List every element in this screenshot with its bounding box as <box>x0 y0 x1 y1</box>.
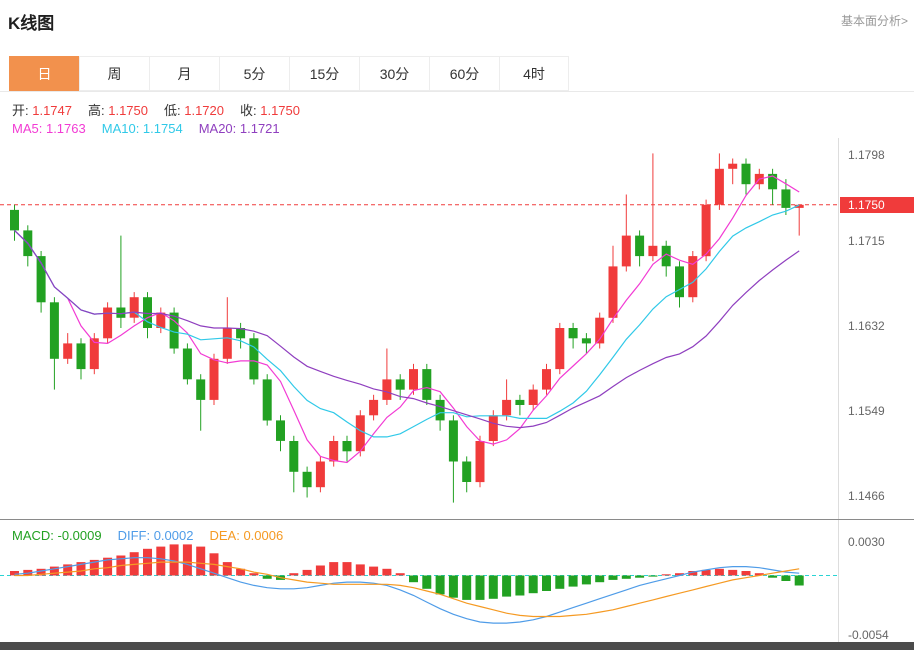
ma20-legend-item: MA20: 1.1721 <box>198 121 280 136</box>
tab-month[interactable]: 月 <box>149 56 219 91</box>
price-axis-tick: 1.1715 <box>848 234 885 248</box>
tab-4hour[interactable]: 4时 <box>499 56 569 91</box>
macd-legend: MACD: -0.0009 DIFF: 0.0002 DEA: 0.0006 <box>12 528 299 543</box>
panel-divider <box>0 519 914 520</box>
ohlc-high: 高: 1.1750 <box>88 103 148 118</box>
bottom-scrollbar[interactable] <box>0 642 914 650</box>
ma-legend: MA5: 1.1763 MA10: 1.1754 MA20: 1.1721 <box>12 121 296 136</box>
candlestick-chart[interactable] <box>0 138 838 518</box>
ohlc-close: 收: 1.1750 <box>240 103 300 118</box>
current-price-tag: 1.1750 <box>840 197 914 213</box>
diff-value-item: DIFF: 0.0002 <box>117 528 194 543</box>
tab-5min[interactable]: 5分 <box>219 56 289 91</box>
tab-15min[interactable]: 15分 <box>289 56 359 91</box>
price-axis-tick: 1.1798 <box>848 148 885 162</box>
fundamental-analysis-link[interactable]: 基本面分析> <box>840 14 908 28</box>
price-axis: 1.1750 1.1798 1.1715 1.1632 1.1549 1.1466 <box>838 138 914 519</box>
page-title: K线图 <box>8 14 55 33</box>
macd-axis-tick: 0.0030 <box>848 535 885 549</box>
ohlc-legend: 开: 1.1747 高: 1.1750 低: 1.1720 收: 1.1750 <box>12 100 316 119</box>
tab-60min[interactable]: 60分 <box>429 56 499 91</box>
tab-30min[interactable]: 30分 <box>359 56 429 91</box>
tab-week[interactable]: 周 <box>79 56 149 91</box>
ohlc-low: 低: 1.1720 <box>164 103 224 118</box>
ohlc-open: 开: 1.1747 <box>12 103 72 118</box>
macd-chart[interactable] <box>0 520 838 642</box>
price-axis-tick: 1.1549 <box>848 404 885 418</box>
period-tabbar: 日周月 5分 15分 30分 60分 4时 <box>0 56 914 92</box>
macd-axis-tick: -0.0054 <box>848 628 889 642</box>
macd-axis: 0.0030 -0.0054 <box>838 520 914 642</box>
price-axis-tick: 1.1466 <box>848 489 885 503</box>
macd-value-item: MACD: -0.0009 <box>12 528 102 543</box>
ma5-legend-item: MA5: 1.1763 <box>12 121 86 136</box>
header: K线图 基本面分析> <box>0 0 914 48</box>
dea-value-item: DEA: 0.0006 <box>209 528 284 543</box>
tab-day[interactable]: 日 <box>9 56 79 91</box>
price-axis-tick: 1.1632 <box>848 319 885 333</box>
ma10-legend-item: MA10: 1.1754 <box>101 121 183 136</box>
